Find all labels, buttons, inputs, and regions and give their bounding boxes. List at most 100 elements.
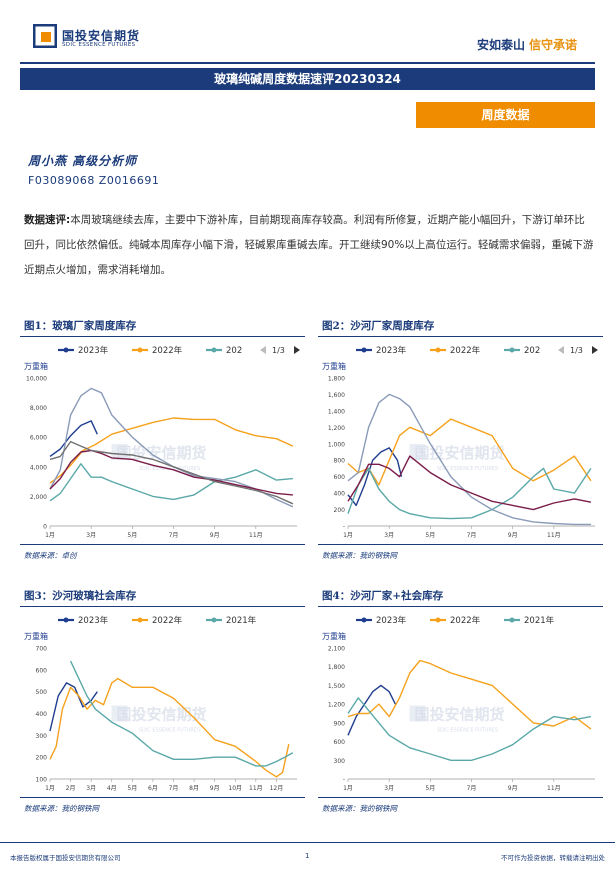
y-tick-label: 200 (334, 507, 346, 514)
legend-marker (361, 347, 367, 353)
y-axis-unit: 万重箱 (322, 631, 346, 641)
y-tick-label: 6,000 (30, 435, 47, 442)
y-tick-label: 900 (334, 720, 346, 727)
x-tick-label: 7月 (467, 785, 477, 792)
x-tick-label: 5月 (127, 532, 137, 539)
y-tick-label: 4,000 (30, 464, 47, 471)
figure-rule-bottom (318, 797, 603, 798)
watermark-text: 国投安信期货 (116, 444, 206, 462)
legend-label: 2023年 (78, 615, 109, 626)
y-tick-label: 700 (36, 646, 48, 653)
series-line-2023 (49, 682, 98, 732)
x-tick-label: 1月 (343, 785, 353, 792)
x-tick-label: 12月 (270, 785, 284, 792)
series-line-2023 (49, 420, 98, 457)
x-tick-label: 11月 (547, 532, 561, 539)
y-tick-label: 1,600 (328, 392, 345, 399)
x-tick-label: 2月 (66, 785, 76, 792)
y-tick-label: 300 (334, 758, 346, 765)
company-name: 国投安信期货 (62, 29, 141, 43)
footer-disclaimer: 不可作为投资依据，转载请注明出处 (501, 854, 605, 862)
series-line-2023 (347, 447, 403, 507)
x-tick-label: 6月 (148, 785, 158, 792)
figure-source: 数据来源：卓创 (24, 551, 77, 560)
figure-title: 图4：沙河厂家+社会库存 (322, 590, 444, 602)
y-tick-label: 1,800 (328, 376, 345, 383)
y-tick-label: 600 (36, 667, 48, 674)
x-tick-label: 5月 (425, 785, 435, 792)
x-tick-label: 4月 (107, 785, 117, 792)
figure-source: 数据来源：我的钢铁网 (322, 804, 397, 813)
x-tick-label: 7月 (467, 532, 477, 539)
watermark-text-en: SDIC ESSENCE FUTURES (139, 728, 200, 734)
legend-marker (435, 617, 441, 623)
y-tick-label: 800 (334, 458, 346, 465)
legend-marker (63, 617, 69, 623)
legend-next-icon[interactable] (294, 346, 300, 354)
legend-label: 2021年 (226, 615, 257, 626)
figure-3: 图3：沙河玻璃社会库存 2023年 2022年 2021年 万重箱 国投安信期货 SDIC … (20, 582, 305, 827)
y-tick-label: 600 (334, 474, 346, 481)
legend-marker (435, 347, 441, 353)
legend-marker (211, 347, 217, 353)
x-tick-label: 7月 (169, 785, 179, 792)
watermark-text: 国投安信期货 (116, 706, 206, 724)
x-tick-label: 9月 (210, 532, 220, 539)
report-title: 玻璃纯碱周度数据速评20230324 (20, 68, 595, 90)
series-line-2022 (347, 659, 592, 730)
figure-rule-top (20, 606, 305, 607)
series-line-2021 (347, 467, 592, 520)
series-line-2022 (49, 417, 294, 484)
y-tick-label: 200 (36, 755, 48, 762)
legend-label: 202 (226, 346, 242, 356)
y-tick-label: 2,000 (30, 494, 47, 501)
company-logo-icon (33, 24, 57, 48)
legend-marker (509, 617, 515, 623)
y-tick-label: 0 (43, 524, 47, 531)
legend-label: 2022年 (450, 345, 481, 356)
legend-pager: 1/3 (272, 346, 285, 355)
legend-label: 2023年 (376, 615, 407, 626)
x-tick-label: 9月 (210, 785, 220, 792)
x-tick-label: 7月 (169, 532, 179, 539)
series-line-2018 (49, 440, 294, 505)
x-tick-label: 5月 (425, 532, 435, 539)
analyst-certificates: F03089068 Z0016691 (28, 174, 160, 187)
legend-marker (509, 347, 515, 353)
y-tick-label: 1,200 (328, 702, 345, 709)
legend-prev-icon[interactable] (260, 346, 266, 354)
y-tick-label: 1,500 (328, 683, 345, 690)
watermark-text: 国投安信期货 (414, 706, 504, 724)
legend-label: 2023年 (78, 345, 109, 356)
watermark-logo-icon (111, 444, 128, 460)
figure-title: 图2：沙河厂家周度库存 (322, 320, 435, 332)
y-tick-label: 2,100 (328, 646, 345, 653)
figure-4: 图4：沙河厂家+社会库存 2023年 2022年 2021年 万重箱 国投安信期货 SDIC… (318, 582, 603, 827)
series-line-2021 (69, 660, 294, 767)
figure-source: 数据来源：我的钢铁网 (24, 804, 99, 813)
figure-rule-top (318, 606, 603, 607)
y-tick-label: 1,200 (328, 425, 345, 432)
x-tick-label: 11月 (249, 785, 263, 792)
page-number: 1 (305, 852, 310, 860)
x-tick-label: 10月 (228, 785, 242, 792)
watermark-logo-icon (111, 705, 128, 722)
company-name-en: SDIC ESSENCE FUTURES (62, 42, 136, 48)
footer-copyright: 本报告版权属于国投安信期货有限公司 (10, 854, 121, 862)
y-axis-unit: 万重箱 (322, 361, 346, 371)
legend-next-icon[interactable] (592, 346, 598, 354)
y-tick-label: 1,400 (328, 408, 345, 415)
x-tick-label: 9月 (508, 532, 518, 539)
y-tick-label: 1,800 (328, 664, 345, 671)
figure-rule-top (20, 336, 305, 337)
slogan-a: 安如泰山 (476, 38, 525, 52)
y-tick-label: 10,000 (26, 376, 47, 383)
legend-prev-icon[interactable] (558, 346, 564, 354)
x-tick-label: 1月 (45, 532, 55, 539)
y-axis-unit: 万重箱 (24, 631, 48, 641)
y-tick-label: - (343, 524, 345, 531)
y-tick-label: 400 (334, 491, 346, 498)
series-line-2021 (347, 697, 592, 761)
legend-label: 2022年 (152, 615, 183, 626)
